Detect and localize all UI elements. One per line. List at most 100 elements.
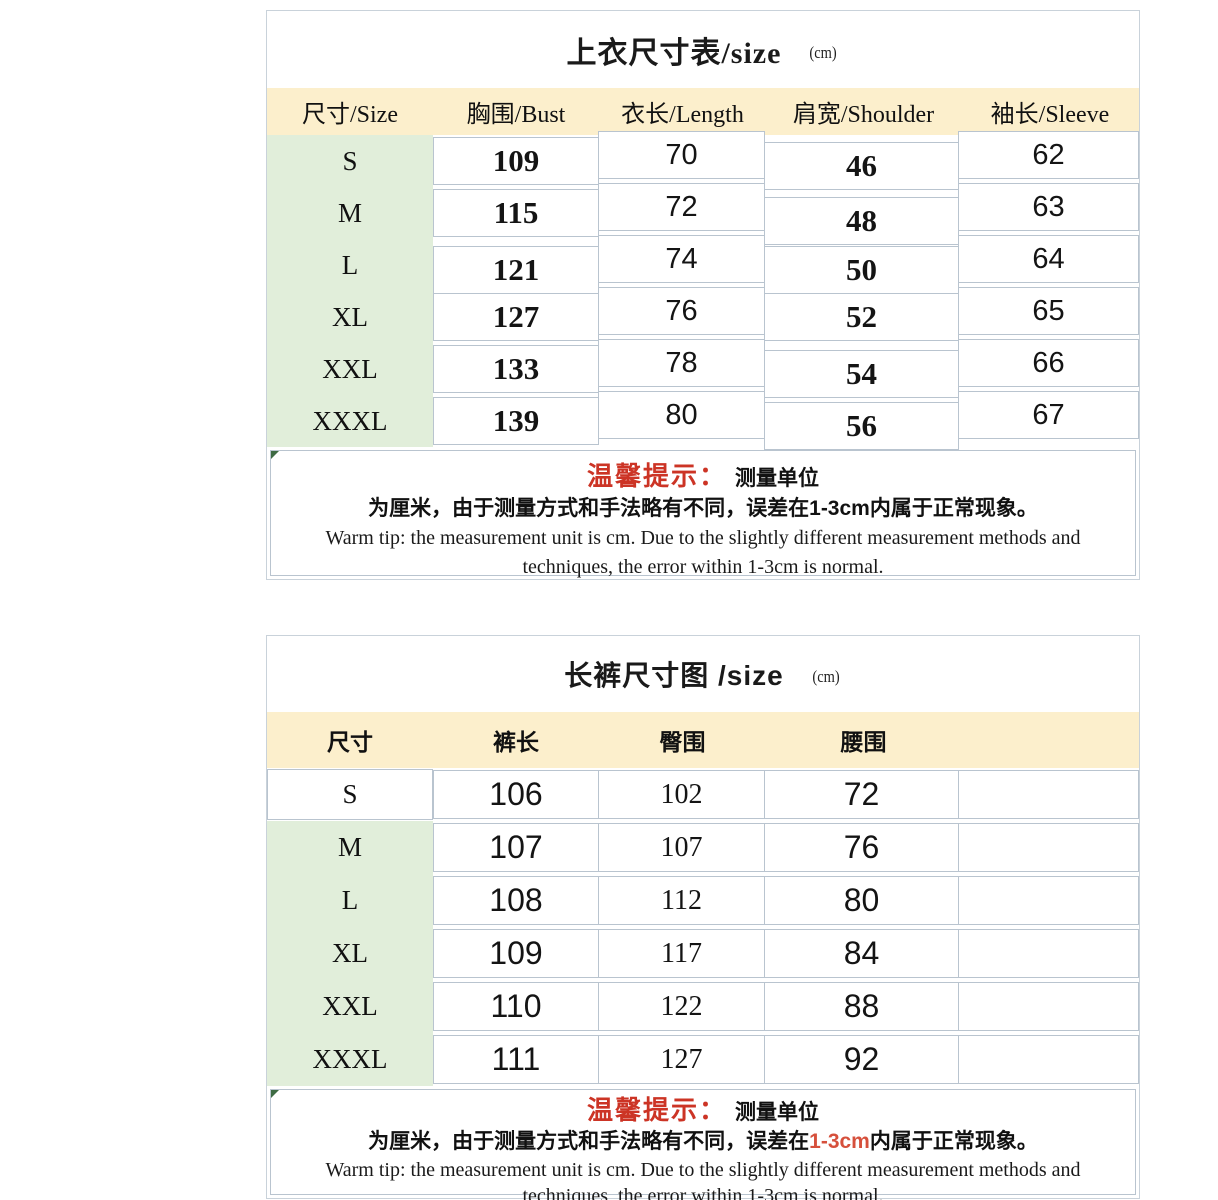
header-shoulder: 肩宽/Shoulder <box>792 102 935 128</box>
pants-length-value: 109 <box>433 929 599 978</box>
pants-unit-label: (cm) <box>812 667 840 686</box>
hip-value: 127 <box>598 1035 765 1084</box>
length-value: 70 <box>598 131 765 179</box>
sleeve-value: 62 <box>958 131 1139 179</box>
bust-value: 139 <box>433 397 599 445</box>
header-hip: 臀围 <box>659 730 706 755</box>
tip-english-line-2: techniques, the error within 1-3cm is no… <box>522 556 884 578</box>
size-label: XXL <box>267 980 433 1033</box>
length-value: 76 <box>598 287 765 335</box>
header-waist: 腰围 <box>840 730 887 755</box>
header-size: 尺寸/Size <box>302 102 398 128</box>
pants-warm-tip: 温馨提示： 测量单位 为厘米，由于测量方式和手法略有不同，误差在1-3cm内属于正… <box>270 1089 1136 1200</box>
table-row: L 121 74 50 64 <box>267 235 1139 294</box>
table-row: M 115 72 48 63 <box>267 183 1139 245</box>
tops-table-body: S 109 70 46 62 M 115 72 48 63 L 121 74 5… <box>267 131 1139 450</box>
empty-cell <box>958 929 1139 978</box>
warm-tip-heading: 测量单位 <box>735 1101 819 1124</box>
bust-value: 121 <box>433 246 599 294</box>
table-row: M 107 107 76 <box>267 821 1139 874</box>
warm-tip-heading: 测量单位 <box>735 467 819 490</box>
hip-value: 122 <box>598 982 765 1031</box>
tops-warm-tip: 温馨提示： 测量单位 为厘米，由于测量方式和手法略有不同，误差在1-3cm内属于正… <box>270 450 1136 578</box>
waist-value: 72 <box>764 770 959 819</box>
shoulder-value: 50 <box>764 246 959 294</box>
hip-value: 112 <box>598 876 765 925</box>
table-row: XXXL 139 80 56 67 <box>267 391 1139 450</box>
header-length: 衣长/Length <box>621 102 744 128</box>
size-label: XL <box>267 927 433 980</box>
tops-table-title: 上衣尺寸表/size <box>566 36 782 70</box>
tops-table-header: 尺寸/Size 胸围/Bust 衣长/Length 肩宽/Shoulder 袖长… <box>267 88 1139 135</box>
size-label: L <box>267 874 433 927</box>
waist-value: 84 <box>764 929 959 978</box>
size-label: M <box>267 821 433 874</box>
table-row: XXL 110 122 88 <box>267 980 1139 1033</box>
header-size: 尺寸 <box>327 730 373 755</box>
sleeve-value: 65 <box>958 287 1139 335</box>
tip-english-line-1: Warm tip: the measurement unit is cm. Du… <box>325 1159 1081 1181</box>
length-value: 78 <box>598 339 765 387</box>
length-value: 72 <box>598 183 765 231</box>
pants-table-body: S 106 102 72 M 107 107 76 L 108 112 80 <box>267 768 1139 1086</box>
size-label: M <box>267 187 433 239</box>
hip-value: 102 <box>598 770 765 819</box>
size-label: L <box>267 239 433 291</box>
shoulder-value: 46 <box>764 142 959 190</box>
tip-cn-post: 内属于正常现象。 <box>869 1130 1038 1153</box>
empty-cell <box>958 876 1139 925</box>
bust-value: 127 <box>433 293 599 341</box>
table-row: XL 109 117 84 <box>267 927 1139 980</box>
waist-value: 76 <box>764 823 959 872</box>
table-row: S 109 70 46 62 <box>267 131 1139 190</box>
bust-value: 133 <box>433 345 599 393</box>
tip-heading-line: 温馨提示： 测量单位 <box>271 1095 1135 1127</box>
hip-value: 107 <box>598 823 765 872</box>
tip-cn-range: 1-3cm <box>809 1130 870 1153</box>
pants-table-header: 尺寸 裤长 臀围 腰围 <box>267 712 1139 768</box>
pants-size-table: 长裤尺寸图 /size (cm) 尺寸 裤长 臀围 腰围 S 106 102 7… <box>266 635 1140 1200</box>
size-label: XXXL <box>267 395 433 447</box>
empty-cell <box>958 770 1139 819</box>
header-bust: 胸围/Bust <box>466 102 566 128</box>
empty-cell <box>958 823 1139 872</box>
waist-value: 92 <box>764 1035 959 1084</box>
tops-table-title-row: 上衣尺寸表/size (cm) <box>267 11 1139 88</box>
corner-artifact <box>271 451 279 459</box>
shoulder-value: 56 <box>764 402 959 450</box>
tip-english-line-2: techniques, the error within 1-3cm is no… <box>522 1185 884 1200</box>
pants-table-title: 长裤尺寸图 /size <box>564 660 784 691</box>
sleeve-value: 64 <box>958 235 1139 283</box>
warm-tip-label: 温馨提示： <box>586 462 727 491</box>
shoulder-value: 48 <box>764 197 959 245</box>
size-label: XXL <box>267 343 433 395</box>
pants-length-value: 106 <box>433 770 599 819</box>
hip-value: 117 <box>598 929 765 978</box>
table-row: XL 127 76 52 65 <box>267 287 1139 343</box>
length-value: 80 <box>598 391 765 439</box>
table-row: S 106 102 72 <box>267 768 1139 821</box>
tops-size-table: 上衣尺寸表/size (cm) 尺寸/Size 胸围/Bust 衣长/Lengt… <box>266 10 1140 580</box>
bust-value: 109 <box>433 137 599 185</box>
header-pants-length: 裤长 <box>493 730 539 755</box>
sleeve-value: 63 <box>958 183 1139 231</box>
corner-artifact <box>271 1090 279 1098</box>
table-row: XXXL 111 127 92 <box>267 1033 1139 1086</box>
pants-length-value: 111 <box>433 1035 599 1084</box>
tops-unit-label: (cm) <box>809 42 838 62</box>
shoulder-value: 52 <box>764 293 959 341</box>
tip-chinese-line: 为厘米，由于测量方式和手法略有不同，误差在1-3cm内属于正常现象。 <box>368 497 1038 520</box>
table-row: XXL 133 78 54 66 <box>267 339 1139 398</box>
tip-chinese-line: 为厘米，由于测量方式和手法略有不同，误差在1-3cm内属于正常现象。 <box>271 1127 1135 1157</box>
size-label: XXXL <box>267 1033 433 1086</box>
waist-value: 88 <box>764 982 959 1031</box>
length-value: 74 <box>598 235 765 283</box>
pants-length-value: 108 <box>433 876 599 925</box>
waist-value: 80 <box>764 876 959 925</box>
empty-cell <box>958 1035 1139 1084</box>
pants-table-title-row: 长裤尺寸图 /size (cm) <box>267 636 1139 712</box>
header-sleeve: 袖长/Sleeve <box>990 102 1110 128</box>
size-label: S <box>267 135 433 187</box>
pants-length-value: 107 <box>433 823 599 872</box>
